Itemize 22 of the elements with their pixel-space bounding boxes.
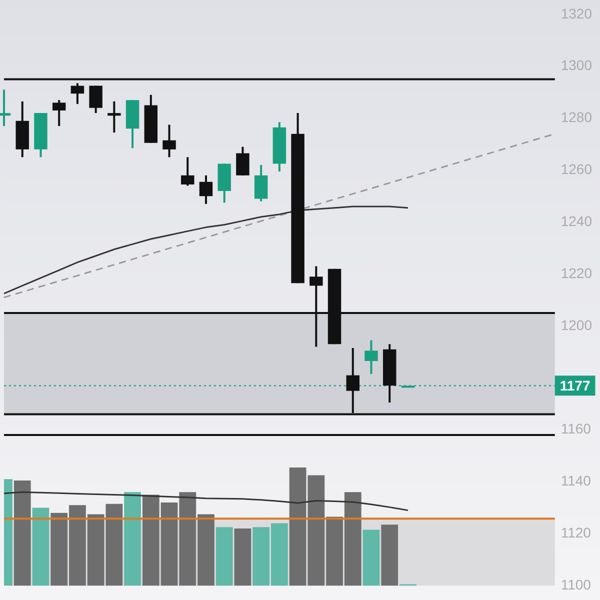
y-tick-label: 1300 xyxy=(560,57,592,74)
candlestick xyxy=(199,174,213,205)
y-tick-label: 1240 xyxy=(560,212,592,229)
y-tick-label: 1160 xyxy=(560,420,592,437)
y-tick-label: 1220 xyxy=(560,264,592,281)
y-tick-label: 1200 xyxy=(560,316,592,333)
y-tick-label: 1140 xyxy=(560,472,592,489)
candlestick xyxy=(364,339,378,375)
candlestick xyxy=(162,124,176,158)
candlestick xyxy=(52,99,66,128)
candlestick xyxy=(70,82,84,105)
y-tick-label: 1320 xyxy=(560,5,592,22)
candlestick xyxy=(254,164,268,202)
candlestick xyxy=(108,100,121,134)
y-tick-label: 1120 xyxy=(560,524,592,541)
candlestick xyxy=(89,84,102,114)
ref-line-label: 1177 xyxy=(560,378,590,394)
candlestick xyxy=(181,156,194,187)
y-tick-label: 1100 xyxy=(560,576,592,592)
y-tick-label: 1260 xyxy=(560,161,592,178)
y-tick-label: 1280 xyxy=(560,109,592,126)
candlestick xyxy=(236,146,250,176)
